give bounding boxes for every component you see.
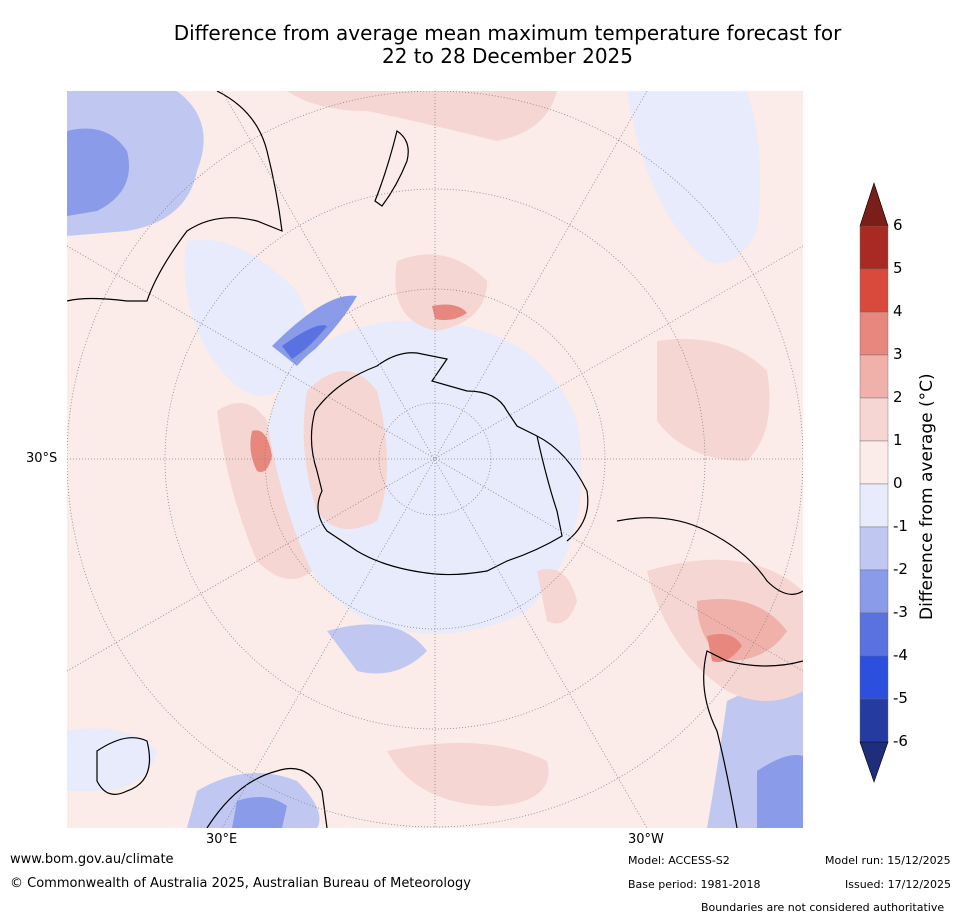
website-link[interactable]: www.bom.gov.au/climate <box>10 852 174 867</box>
colorbar-tick-label: -5 <box>893 689 908 707</box>
graticule <box>67 91 803 828</box>
title-line-2: 22 to 28 December 2025 <box>381 44 633 68</box>
blue-south <box>327 624 427 674</box>
colorbar-segment <box>859 569 889 614</box>
colorbar-label: Difference from average (°C) <box>917 373 937 620</box>
red-east-pacific <box>657 339 770 461</box>
colorbar-segment <box>859 311 889 356</box>
lat-circle-3 <box>164 188 706 730</box>
red-indian-ridge <box>217 403 312 579</box>
base-period: Base period: 1981-2018 <box>628 878 761 891</box>
south-america-coastline <box>616 517 803 828</box>
colorbar-tick-label: -4 <box>893 646 908 664</box>
colorbar-segment <box>859 354 889 399</box>
blue-region-indian-ocean <box>184 239 309 396</box>
colorbar-tick-label: 2 <box>893 388 903 406</box>
copyright: © Commonwealth of Australia 2025, Austra… <box>10 876 471 891</box>
coastlines <box>67 91 803 828</box>
red-central-core <box>432 304 467 321</box>
blue-south-america-core <box>757 755 803 828</box>
blue-region-west-pacific-core <box>67 128 129 216</box>
blue-sw <box>67 728 157 791</box>
issued-date: Issued: 17/12/2025 <box>845 878 952 891</box>
colorbar-segment <box>859 612 889 657</box>
colorbar-extend-top <box>859 182 889 227</box>
colorbar-segment <box>859 483 889 528</box>
map-graphic <box>67 91 803 828</box>
title-line-1: Difference from average mean maximum tem… <box>173 21 842 45</box>
meridian-30w <box>67 245 803 672</box>
red-antarctic <box>303 371 387 529</box>
new-zealand <box>374 130 409 207</box>
colorbar-segment <box>859 268 889 313</box>
colorbar-tick-label: 3 <box>893 345 903 363</box>
negative-anomaly-areas <box>67 91 803 828</box>
meridian-30e <box>67 245 803 672</box>
colorbar-segment <box>859 440 889 485</box>
colorbar-segment <box>859 526 889 571</box>
colorbar-tick-label: 6 <box>893 216 903 234</box>
boundary-disclaimer: Boundaries are not considered authoritat… <box>701 901 945 914</box>
colorbar-segment <box>859 397 889 442</box>
colorbar-tick-label: -6 <box>893 732 908 750</box>
red-ne-pacific <box>287 91 557 141</box>
blue-core-streak <box>282 325 327 359</box>
model-run: Model run: 15/12/2025 <box>825 854 951 867</box>
colorbar-tick-label: 0 <box>893 474 903 492</box>
colorbar-segment <box>859 655 889 700</box>
polar-map <box>67 91 803 828</box>
antarctica-coastline <box>310 352 563 576</box>
colorbar-tick-label: -2 <box>893 560 908 578</box>
latitude-label: 30°S <box>26 451 58 466</box>
colorbar-segment <box>859 225 889 270</box>
antarctic-peninsula <box>536 435 589 542</box>
red-south-ocean <box>387 743 549 806</box>
positive-anomaly-areas <box>217 91 803 806</box>
colorbar-tick-label: -3 <box>893 603 908 621</box>
longitude-label-west: 30°W <box>628 832 664 847</box>
model-name: Model: ACCESS-S2 <box>628 854 730 867</box>
red-drake <box>537 569 577 624</box>
madagascar <box>96 737 151 795</box>
colorbar-extend-bottom <box>859 741 889 783</box>
longitude-label-east: 30°E <box>206 832 238 847</box>
colorbar-tick-label: 1 <box>893 431 903 449</box>
blue-pacific-east <box>627 91 761 263</box>
colorbar-tick-label: 4 <box>893 302 903 320</box>
meridian-60e <box>221 91 648 828</box>
red-indian-core <box>250 430 272 472</box>
africa-coastline <box>206 767 328 828</box>
map-title: Difference from average mean maximum tem… <box>60 22 955 68</box>
colorbar <box>859 182 889 783</box>
colorbar-tick-label: -1 <box>893 517 908 535</box>
colorbar-tick-label: 5 <box>893 259 903 277</box>
colorbar-segment <box>859 698 889 743</box>
blue-africa-core <box>232 797 287 828</box>
australia-coastline <box>67 91 283 302</box>
meridian-60w <box>221 91 648 828</box>
